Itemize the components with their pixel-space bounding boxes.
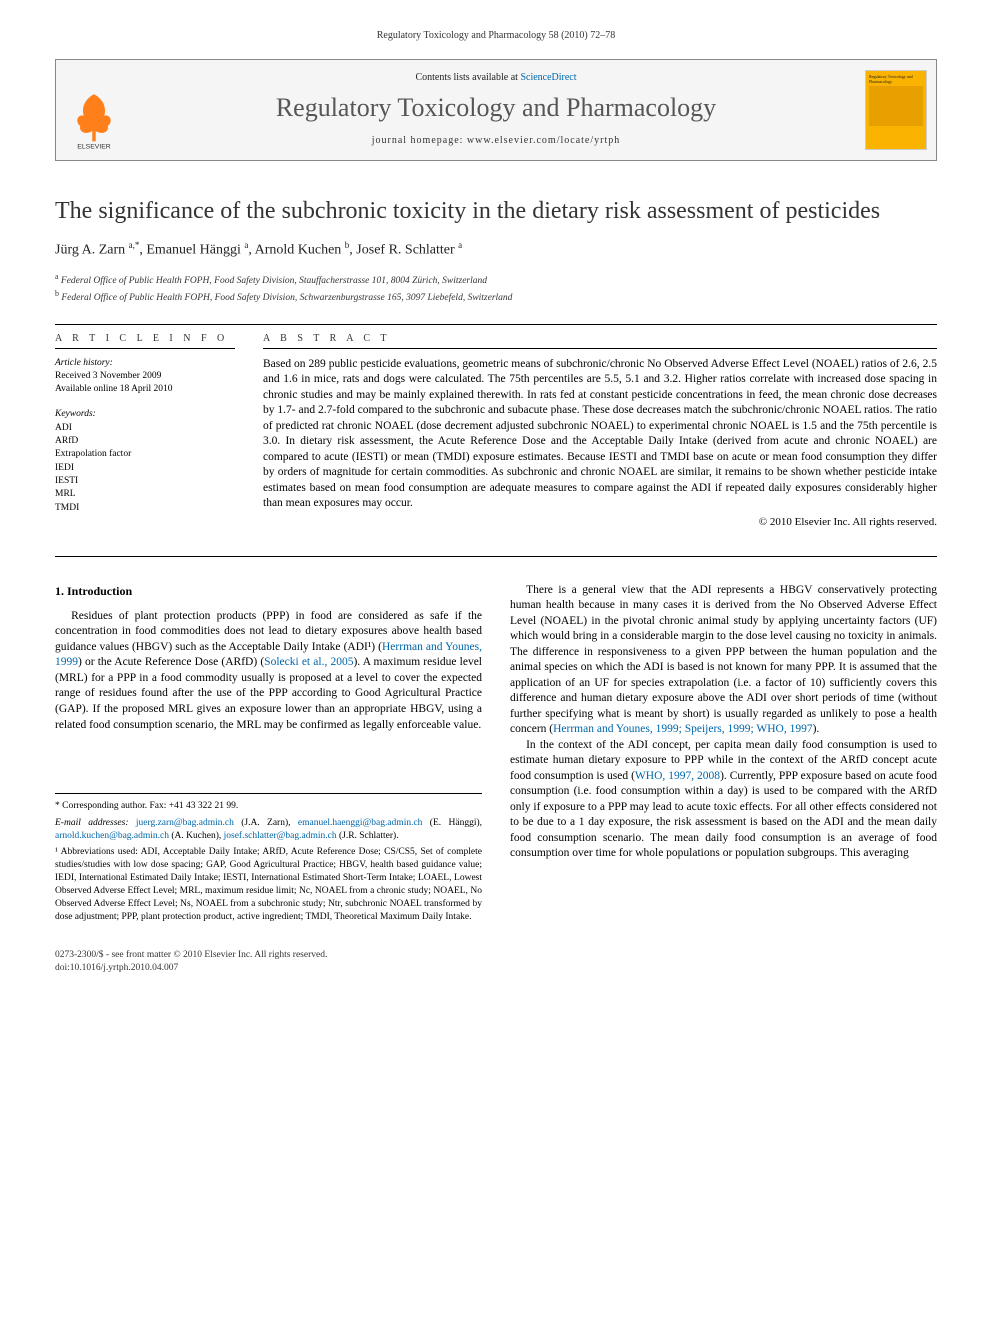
keyword: IESTI: [55, 475, 235, 488]
abstract-text: Based on 289 public pesticide evaluation…: [263, 357, 937, 512]
journal-masthead: ELSEVIER Contents lists available at Sci…: [55, 59, 937, 161]
cover-title-text: Regulatory Toxicology and Pharmacology: [869, 74, 923, 84]
keywords-block: Keywords: ADIARfDExtrapolation factorIED…: [55, 408, 235, 514]
history-label: Article history:: [55, 357, 235, 370]
running-header: Regulatory Toxicology and Pharmacology 5…: [55, 30, 937, 41]
article-body: 1. Introduction Residues of plant protec…: [55, 583, 937, 928]
front-matter-line: 0273-2300/$ - see front matter © 2010 El…: [55, 949, 937, 962]
page-footer: 0273-2300/$ - see front matter © 2010 El…: [55, 949, 937, 975]
email-link[interactable]: emanuel.haenggi@bag.admin.ch: [298, 818, 423, 828]
svg-text:ELSEVIER: ELSEVIER: [77, 143, 111, 150]
citation-link[interactable]: Herrman and Younes, 1999; Speijers, 1999…: [553, 723, 812, 735]
doi-line: doi:10.1016/j.yrtph.2010.04.007: [55, 962, 937, 975]
email-link[interactable]: arnold.kuchen@bag.admin.ch: [55, 831, 169, 841]
intro-para-3: In the context of the ADI concept, per c…: [510, 738, 937, 862]
intro-para-1: Residues of plant protection products (P…: [55, 609, 482, 733]
corresponding-author-note: * Corresponding author. Fax: +41 43 322 …: [55, 800, 482, 813]
elsevier-tree-icon: ELSEVIER: [64, 90, 124, 150]
keywords-label: Keywords:: [55, 408, 235, 421]
online-date: Available online 18 April 2010: [55, 383, 235, 396]
affiliation-b: b Federal Office of Public Health FOPH, …: [55, 288, 937, 305]
citation-link[interactable]: Solecki et al., 2005: [264, 656, 353, 668]
abstract-copyright: © 2010 Elsevier Inc. All rights reserved…: [263, 516, 937, 528]
keyword: TMDI: [55, 502, 235, 515]
journal-homepage: journal homepage: www.elsevier.com/locat…: [136, 135, 856, 146]
journal-title: Regulatory Toxicology and Pharmacology: [136, 93, 856, 123]
keyword: Extrapolation factor: [55, 448, 235, 461]
sciencedirect-link[interactable]: ScienceDirect: [520, 72, 576, 83]
masthead-center: Contents lists available at ScienceDirec…: [136, 60, 856, 160]
received-date: Received 3 November 2009: [55, 370, 235, 383]
intro-para-2: There is a general view that the ADI rep…: [510, 583, 937, 738]
article-info-sidebar: A R T I C L E I N F O Article history: R…: [55, 325, 235, 528]
article-title: The significance of the subchronic toxic…: [55, 196, 937, 226]
keyword: IEDI: [55, 462, 235, 475]
email-addresses: E-mail addresses: juerg.zarn@bag.admin.c…: [55, 817, 482, 843]
journal-cover-thumb: Regulatory Toxicology and Pharmacology: [856, 60, 936, 160]
keyword: ARfD: [55, 435, 235, 448]
keyword: ADI: [55, 422, 235, 435]
affiliation-a: a Federal Office of Public Health FOPH, …: [55, 271, 937, 288]
article-info-heading: A R T I C L E I N F O: [55, 325, 235, 349]
footnotes: * Corresponding author. Fax: +41 43 322 …: [55, 793, 482, 923]
abbreviations-footnote: ¹ Abbreviations used: ADI, Acceptable Da…: [55, 846, 482, 923]
abstract-column: A B S T R A C T Based on 289 public pest…: [263, 325, 937, 528]
email-link[interactable]: juerg.zarn@bag.admin.ch: [136, 818, 234, 828]
publisher-logo-block: ELSEVIER: [56, 60, 136, 160]
author-list: Jürg A. Zarn a,*, Emanuel Hänggi a, Arno…: [55, 240, 937, 259]
abstract-heading: A B S T R A C T: [263, 325, 937, 349]
email-link[interactable]: josef.schlatter@bag.admin.ch: [224, 831, 337, 841]
contents-prefix: Contents lists available at: [415, 72, 520, 83]
contents-available-line: Contents lists available at ScienceDirec…: [136, 72, 856, 83]
section-1-heading: 1. Introduction: [55, 583, 482, 599]
keyword: MRL: [55, 488, 235, 501]
affiliations: a Federal Office of Public Health FOPH, …: [55, 271, 937, 306]
article-history: Article history: Received 3 November 200…: [55, 357, 235, 397]
citation-link[interactable]: WHO, 1997, 2008: [635, 770, 720, 782]
